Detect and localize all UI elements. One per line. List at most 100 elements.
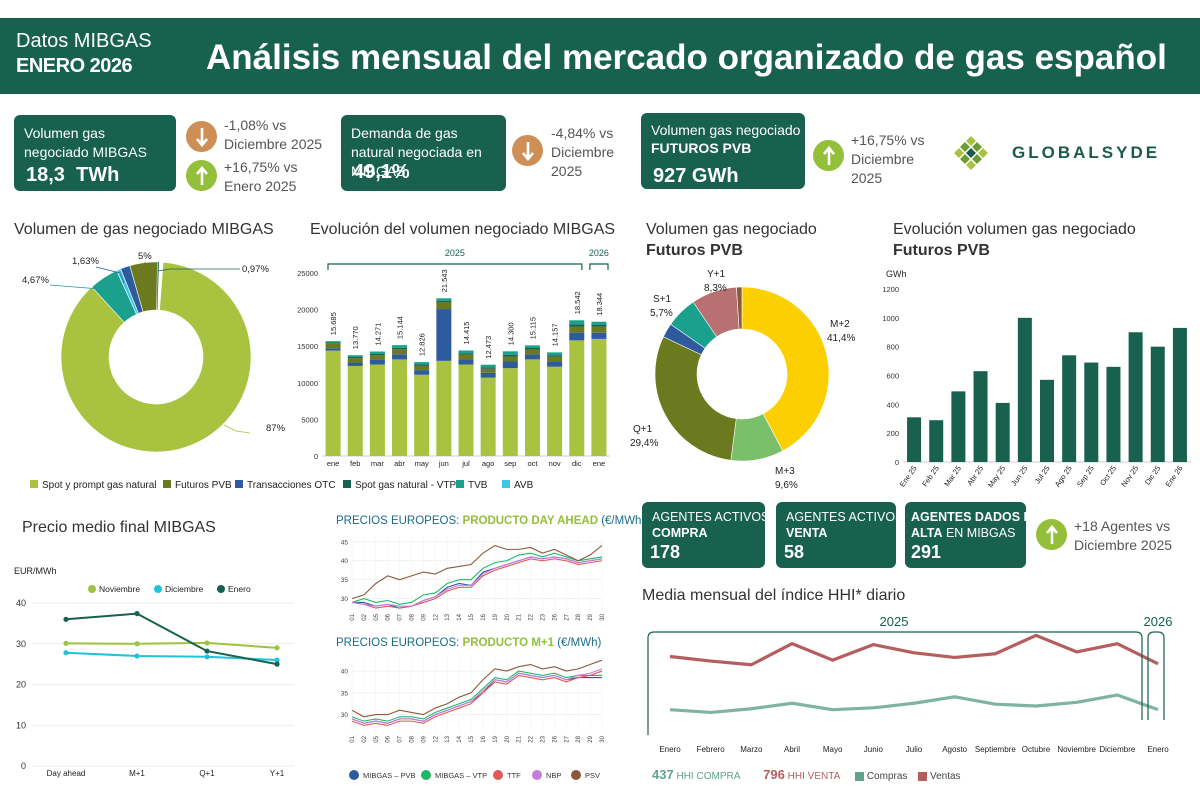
bar-segment (458, 364, 474, 456)
data-label: S+1 (653, 294, 672, 305)
logo: GLOBALSYDE (940, 133, 1190, 173)
y-tick-label: 0 (21, 761, 26, 771)
legend-label: TVB (468, 480, 488, 491)
x-tick-label: may (415, 459, 429, 468)
hhi-compra-label: HHI COMPRA (676, 771, 741, 782)
x-tick-label: 05 (374, 613, 380, 620)
x-tick-label: 26 (552, 613, 558, 620)
x-tick-label: 02 (362, 613, 368, 620)
series-line (669, 693, 1159, 715)
legend-label: Spot gas natural - VTP (355, 480, 456, 491)
legend-label: AVB (514, 480, 534, 491)
evol-pvb-title-bold: Futuros PVB (893, 242, 990, 259)
hhi-footer: 437 HHI COMPRA 796 HHI VENTA Compras Ven… (652, 767, 961, 782)
agentes-compra-label-bold: COMPRA (652, 526, 708, 540)
data-label: 0,97% (242, 264, 269, 275)
legend-label: Spot y prompt gas natural (42, 480, 157, 491)
x-tick-label: 20 (505, 613, 511, 620)
x-tick-label: 22 (529, 613, 535, 620)
bar-segment (392, 354, 408, 360)
x-tick-label: feb (350, 459, 360, 468)
x-tick-label: 21 (517, 613, 523, 620)
legend-label: TTF (507, 771, 521, 780)
donut-pvb-title: Volumen gas negociado (646, 221, 817, 238)
year-bracket (589, 263, 609, 270)
x-tick-label: Septiembre (975, 745, 1016, 754)
data-label: 8,3% (704, 283, 727, 294)
agentes-venta-value: 58 (784, 542, 805, 562)
x-tick-label: 15 (469, 613, 475, 620)
x-tick-label: 13 (445, 613, 451, 620)
x-tick-label: Jul 25 (1033, 464, 1052, 486)
leader-line (49, 284, 113, 301)
page-title: Análisis mensual del mercado organizado … (206, 38, 1167, 77)
hhi-title: Media mensual del índice HHI* diario (642, 587, 906, 604)
data-point (63, 650, 69, 656)
bar (1017, 317, 1032, 462)
x-tick-label: 07 (398, 735, 404, 742)
data-label: 41,4% (827, 333, 855, 344)
x-tick-label: ene (327, 459, 340, 468)
kpi-volumen-value: 18,3 TWh (26, 164, 120, 186)
x-tick-label: 28 (576, 735, 582, 742)
bar-segment (392, 345, 408, 348)
legend-swatch (30, 480, 38, 488)
donut-mibgas-legend: Spot y prompt gas natural Futuros PVB Tran… (30, 480, 534, 491)
y-tick-label: 400 (886, 400, 899, 409)
x-tick-label: dic (572, 459, 582, 468)
y-tick-label: 35 (341, 577, 349, 584)
bar-segment (524, 348, 540, 350)
data-label: 14.157 (551, 323, 560, 346)
x-tick-label: 01 (350, 735, 356, 742)
series-line (65, 612, 278, 666)
legend-label: Futuros PVB (175, 480, 232, 491)
donut-slice (60, 261, 252, 453)
bar (1128, 332, 1143, 462)
series-line (669, 633, 1159, 667)
series-line (351, 670, 603, 727)
x-tick-label: 09 (421, 735, 427, 742)
agentes-alta-label2: ALTA EN MIBGAS (911, 524, 1111, 543)
eu-m1-unit: (€/MWh) (554, 637, 602, 649)
eu-da-prefix: PRECIOS EUROPEOS: (336, 515, 463, 527)
y-tick-label: 40 (341, 669, 349, 676)
bar-segment (392, 349, 408, 355)
series-line (65, 641, 278, 649)
precio-chart: EUR/MWh 0 10 20 30 40 Day ahead M+1 Q+1 Y+1 Noviem… (14, 566, 294, 778)
y-tick-label: 5000 (301, 415, 318, 424)
bar-segment (325, 341, 341, 343)
x-tick-label: 30 (600, 613, 606, 620)
bar-segment (524, 349, 540, 355)
legend-marker (493, 770, 503, 780)
bar-segment (480, 377, 496, 456)
x-tick-label: 26 (552, 735, 558, 742)
agentes-alta-rest: EN MIBGAS (942, 526, 1016, 540)
bar-segment (369, 355, 385, 360)
kpi-demanda: Demanda de gas natural negociada en MIBG… (341, 115, 506, 191)
eu-da-title: PRECIOS EUROPEOS: PRODUCTO DAY AHEAD (€/… (336, 515, 645, 527)
bar (1062, 355, 1077, 462)
legend-label-ventas: Ventas (929, 771, 961, 782)
y-tick-label: 40 (341, 558, 349, 565)
data-label: 14.300 (506, 322, 515, 345)
x-tick-label: jun (438, 459, 449, 468)
leader-line (95, 266, 125, 284)
bar-segment (347, 365, 363, 456)
legend-swatch (343, 480, 351, 488)
kpi-volumen-label: Volumen gas negociado MIBGAS (24, 125, 147, 160)
y-tick-label: 20 (16, 680, 26, 690)
y-axis-label: EUR/MWh (14, 566, 57, 576)
bar-segment (325, 348, 341, 351)
bar-segment (414, 362, 430, 365)
x-tick-label: Day ahead (47, 769, 86, 778)
y-tick-label: 10000 (297, 379, 318, 388)
legend-label: MIBGAS – VTP (435, 771, 487, 780)
data-point (274, 661, 280, 667)
donut-slice (654, 336, 737, 461)
data-label: 1,63% (72, 256, 99, 267)
data-point (134, 653, 140, 659)
x-tick-label: Marzo (740, 745, 763, 754)
bar-segment (414, 374, 430, 456)
x-tick-label: 12 (433, 735, 439, 742)
header-bar (0, 18, 1200, 94)
